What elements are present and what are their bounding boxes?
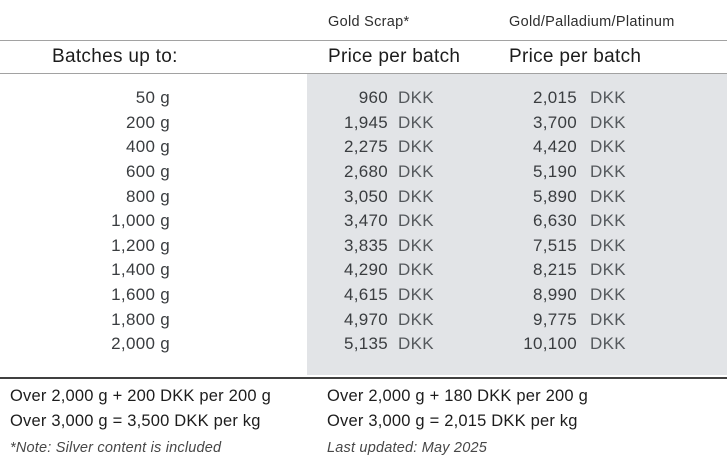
batch-size: 1,000 g <box>111 211 170 231</box>
currency-label: DKK <box>398 162 434 182</box>
gold-pd-pt-price: 8,990 <box>532 285 577 305</box>
currency-label: DKK <box>590 235 626 255</box>
batches-up-to-label: Batches up to: <box>52 46 178 67</box>
over-2000-rule-gold-pd-pt: Over 2,000 g + 180 DKK per 200 g <box>327 387 588 405</box>
footer-band: Over 2,000 g + 200 DKK per 200 g Over 3,… <box>0 377 727 467</box>
gold-pd-pt-price: 9,775 <box>532 309 577 329</box>
table-row: 1,400 g 4,290 DKK 8,215 DKK <box>0 258 727 283</box>
footer-gold-scrap: Over 2,000 g + 200 DKK per 200 g Over 3,… <box>10 384 271 456</box>
currency-label: DKK <box>398 88 434 108</box>
currency-label: DKK <box>590 309 626 329</box>
currency-label: DKK <box>590 211 626 231</box>
gold-scrap-price: 3,835 <box>343 235 388 255</box>
gold-scrap-price: 5,135 <box>343 334 388 354</box>
price-table-body: 50 g 960 DKK 2,015 DKK 200 g 1,945 DKK 3… <box>0 74 727 377</box>
gold-scrap-price: 3,050 <box>343 186 388 206</box>
gold-pd-pt-price: 2,015 <box>532 88 577 108</box>
batch-size: 200 g <box>125 112 170 132</box>
table-row: 1,600 g 4,615 DKK 8,990 DKK <box>0 283 727 308</box>
price-rows: 50 g 960 DKK 2,015 DKK 200 g 1,945 DKK 3… <box>0 74 727 357</box>
table-row: 1,800 g 4,970 DKK 9,775 DKK <box>0 307 727 332</box>
gold-scrap-price: 4,290 <box>343 260 388 280</box>
table-row: 2,000 g 5,135 DKK 10,100 DKK <box>0 332 727 357</box>
silver-content-note: *Note: Silver content is included <box>10 440 222 456</box>
currency-label: DKK <box>590 285 626 305</box>
currency-label: DKK <box>398 137 434 157</box>
batch-size: 1,400 g <box>111 260 170 280</box>
gold-pd-pt-price: 5,890 <box>532 186 577 206</box>
footer-gold-pd-pt: Over 2,000 g + 180 DKK per 200 g Over 3,… <box>327 384 588 456</box>
column-header-band: Gold Scrap* Gold/Palladium/Platinum <box>0 0 727 41</box>
over-3000-rule-gold-pd-pt: Over 3,000 g = 2,015 DKK per kg <box>327 411 578 430</box>
currency-label: DKK <box>590 88 626 108</box>
table-row: 400 g 2,275 DKK 4,420 DKK <box>0 135 727 160</box>
currency-label: DKK <box>398 186 434 206</box>
gold-pd-pt-price: 6,630 <box>532 211 577 231</box>
gold-pd-pt-price: 7,515 <box>532 235 577 255</box>
gold-scrap-price: 1,945 <box>343 112 388 132</box>
gold-pd-pt-price: 5,190 <box>532 162 577 182</box>
batch-size: 1,200 g <box>111 235 170 255</box>
gold-scrap-price: 2,275 <box>343 137 388 157</box>
gold-scrap-price: 4,615 <box>343 285 388 305</box>
price-panel-background <box>307 74 727 375</box>
price-per-batch-label-gold-pd-pt: Price per batch <box>509 46 642 67</box>
currency-label: DKK <box>590 260 626 280</box>
currency-label: DKK <box>398 235 434 255</box>
column-header-gold-scrap: Gold Scrap* <box>328 14 410 30</box>
currency-label: DKK <box>590 334 626 354</box>
currency-label: DKK <box>398 260 434 280</box>
over-2000-rule-gold-scrap: Over 2,000 g + 200 DKK per 200 g <box>10 387 271 405</box>
batch-size: 600 g <box>125 162 170 182</box>
batch-size: 1,800 g <box>111 309 170 329</box>
batch-size: 50 g <box>135 88 170 108</box>
currency-label: DKK <box>590 162 626 182</box>
gold-pd-pt-price: 10,100 <box>523 334 577 354</box>
gold-scrap-price: 960 <box>358 88 388 108</box>
currency-label: DKK <box>590 186 626 206</box>
currency-label: DKK <box>398 211 434 231</box>
table-row: 200 g 1,945 DKK 3,700 DKK <box>0 111 727 136</box>
gold-pd-pt-price: 4,420 <box>532 137 577 157</box>
currency-label: DKK <box>398 112 434 132</box>
batch-size: 800 g <box>125 186 170 206</box>
currency-label: DKK <box>398 334 434 354</box>
price-per-batch-label-gold-scrap: Price per batch <box>328 46 461 67</box>
gold-pd-pt-price: 3,700 <box>532 112 577 132</box>
table-row: 800 g 3,050 DKK 5,890 DKK <box>0 184 727 209</box>
batch-size: 400 g <box>125 137 170 157</box>
currency-label: DKK <box>398 309 434 329</box>
currency-label: DKK <box>398 285 434 305</box>
subheader-band: Batches up to: Price per batch Price per… <box>0 41 727 74</box>
column-header-gold-palladium-platinum: Gold/Palladium/Platinum <box>509 14 675 30</box>
gold-scrap-price: 4,970 <box>343 309 388 329</box>
over-3000-rule-gold-scrap: Over 3,000 g = 3,500 DKK per kg <box>10 411 261 430</box>
table-row: 1,200 g 3,835 DKK 7,515 DKK <box>0 234 727 259</box>
table-row: 1,000 g 3,470 DKK 6,630 DKK <box>0 209 727 234</box>
table-row: 600 g 2,680 DKK 5,190 DKK <box>0 160 727 185</box>
last-updated-note: Last updated: May 2025 <box>327 440 487 456</box>
table-row: 50 g 960 DKK 2,015 DKK <box>0 86 727 111</box>
gold-pd-pt-price: 8,215 <box>532 260 577 280</box>
batch-size: 2,000 g <box>111 334 170 354</box>
gold-scrap-price: 3,470 <box>343 211 388 231</box>
batch-size: 1,600 g <box>111 285 170 305</box>
currency-label: DKK <box>590 112 626 132</box>
currency-label: DKK <box>590 137 626 157</box>
gold-scrap-price: 2,680 <box>343 162 388 182</box>
